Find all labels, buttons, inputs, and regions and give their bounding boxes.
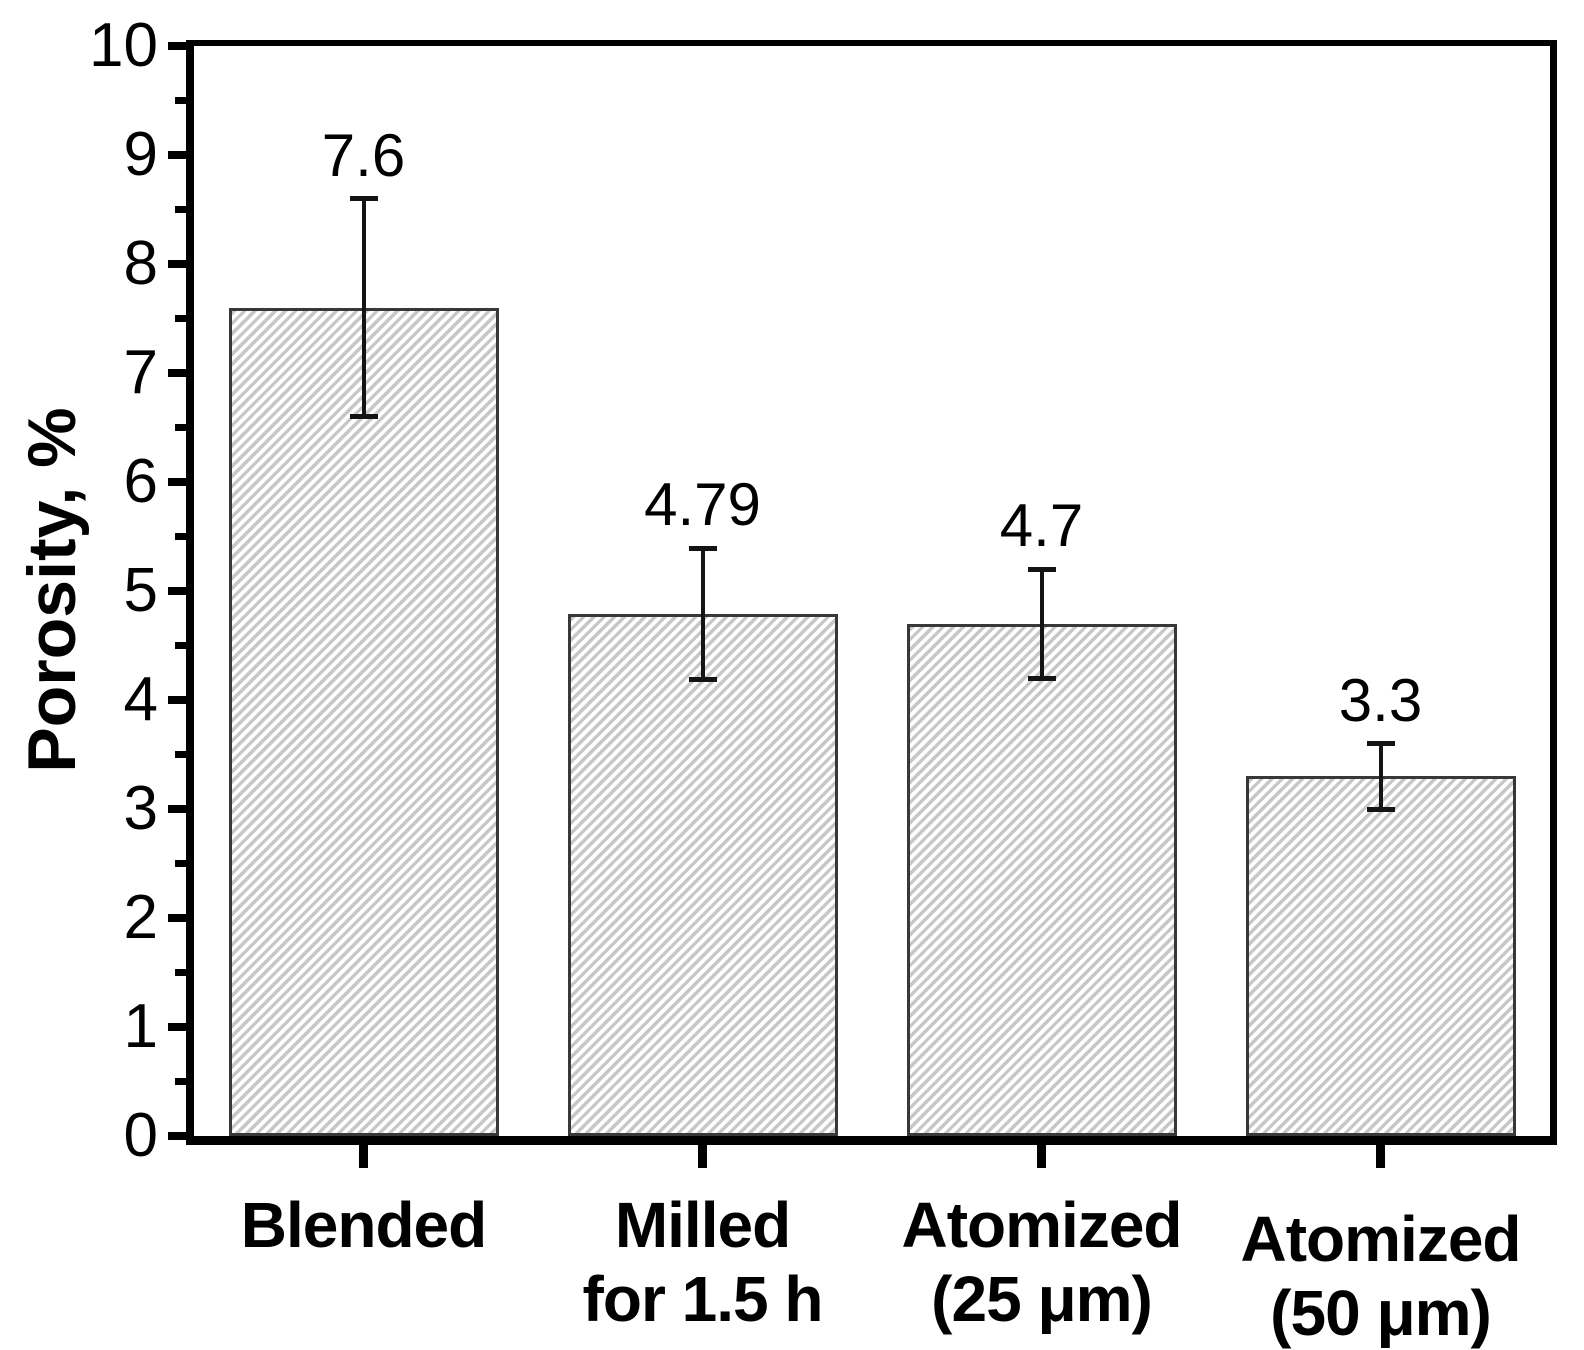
error-bar-line bbox=[700, 548, 705, 680]
y-axis-major-tick bbox=[168, 260, 186, 268]
x-axis-tick bbox=[698, 1145, 707, 1168]
y-axis-tick-label: 1 bbox=[123, 992, 158, 1061]
y-axis-tick-label: 0 bbox=[123, 1101, 158, 1170]
y-axis-minor-tick bbox=[175, 1078, 186, 1085]
y-axis-major-tick bbox=[168, 1132, 186, 1140]
error-bar-cap-bottom bbox=[349, 414, 378, 420]
x-category-label-line: Atomized bbox=[1240, 1203, 1522, 1275]
y-axis-minor-tick bbox=[175, 315, 186, 322]
y-axis-major-tick bbox=[168, 1023, 186, 1031]
bar-value-label: 7.6 bbox=[321, 121, 406, 189]
x-category-label-line: (50 μm) bbox=[1270, 1277, 1492, 1349]
y-axis-minor-tick bbox=[175, 424, 186, 431]
y-axis-minor-tick bbox=[175, 97, 186, 104]
y-axis-minor-tick bbox=[175, 533, 186, 540]
x-axis-tick bbox=[359, 1145, 368, 1168]
x-category-label-line: for 1.5 h bbox=[582, 1263, 824, 1335]
y-axis-minor-tick bbox=[175, 969, 186, 976]
x-category-label: Atomized (50 μm) bbox=[1240, 1188, 1522, 1350]
y-axis-major-tick bbox=[168, 914, 186, 922]
bar bbox=[567, 613, 838, 1136]
y-axis-minor-tick bbox=[175, 860, 186, 867]
error-bar-line bbox=[1039, 569, 1044, 679]
x-axis-tick bbox=[1037, 1145, 1046, 1168]
y-axis-major-tick bbox=[168, 696, 186, 704]
y-axis-tick-label: 3 bbox=[123, 774, 158, 843]
y-axis-tick-label: 8 bbox=[123, 229, 158, 298]
y-axis-minor-tick bbox=[175, 206, 186, 213]
bar-value-label: 4.79 bbox=[644, 471, 761, 539]
y-axis-minor-tick bbox=[175, 642, 186, 649]
y-axis-tick-label: 6 bbox=[123, 447, 158, 516]
y-axis-major-tick bbox=[168, 42, 186, 50]
y-axis-tick-label: 5 bbox=[123, 556, 158, 625]
y-axis-minor-tick bbox=[175, 751, 186, 758]
y-axis-tick-label: 4 bbox=[123, 665, 158, 734]
x-category-label-line: Milled bbox=[614, 1189, 791, 1261]
bar bbox=[906, 623, 1177, 1136]
y-axis-major-tick bbox=[168, 151, 186, 159]
x-axis-tick bbox=[1376, 1145, 1385, 1168]
y-axis-major-tick bbox=[168, 587, 186, 595]
plot-frame: 7.6 4.79 4.7 3.3 bbox=[186, 40, 1557, 1145]
bar bbox=[228, 307, 499, 1136]
x-category-label-line: Blended bbox=[240, 1189, 487, 1261]
x-category-label: Blended bbox=[240, 1188, 487, 1262]
bar-value-label: 3.3 bbox=[1338, 666, 1423, 734]
error-bar-line bbox=[361, 198, 366, 417]
x-category-label-line: (25 μm) bbox=[931, 1263, 1153, 1335]
plot-area: 7.6 4.79 4.7 3.3 bbox=[194, 46, 1550, 1136]
bar bbox=[1245, 776, 1516, 1136]
error-bar-cap-top bbox=[349, 196, 378, 202]
bar-value-label: 4.7 bbox=[999, 492, 1084, 560]
error-bar-cap-top bbox=[688, 545, 717, 551]
y-axis-tick-label: 9 bbox=[123, 120, 158, 189]
x-category-label: Milled for 1.5 h bbox=[582, 1188, 824, 1336]
y-axis-tick-label: 7 bbox=[123, 338, 158, 407]
y-axis-major-tick bbox=[168, 478, 186, 486]
error-bar-cap-top bbox=[1027, 566, 1056, 572]
x-category-label: Atomized (25 μm) bbox=[901, 1188, 1183, 1336]
y-axis-major-tick bbox=[168, 369, 186, 377]
y-axis-major-tick bbox=[168, 805, 186, 813]
y-axis-tick-label: 2 bbox=[123, 883, 158, 952]
error-bar-cap-top bbox=[1366, 741, 1395, 747]
error-bar-cap-bottom bbox=[1027, 675, 1056, 681]
error-bar-line bbox=[1378, 743, 1383, 809]
error-bar-cap-bottom bbox=[1366, 806, 1395, 812]
error-bar-cap-bottom bbox=[688, 676, 717, 682]
x-category-label-line: Atomized bbox=[901, 1189, 1183, 1261]
y-axis-tick-label: 10 bbox=[89, 11, 158, 80]
